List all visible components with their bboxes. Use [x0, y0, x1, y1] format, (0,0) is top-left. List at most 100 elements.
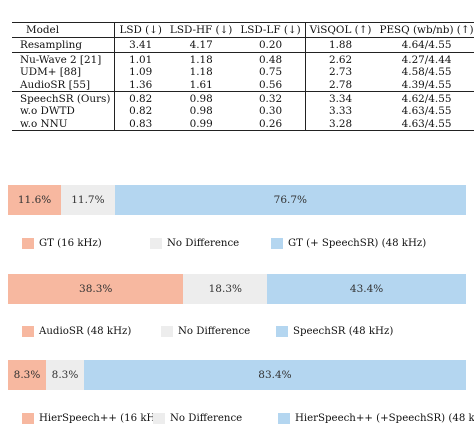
cell-lsd-lf: 0.30	[258, 105, 283, 118]
cell-lsd: 1.01	[114, 51, 166, 67]
legend-label: GT (16 kHz)	[39, 238, 102, 249]
cell-visqol: 3.33	[304, 105, 376, 118]
legend-item: HierSpeech++ (16 kHz)	[22, 413, 165, 424]
results-table: Model LSD (↓) LSD-HF (↓) LSD-LF (↓) ViSQ…	[12, 22, 474, 132]
table-row: Nu-Wave 2 [21] 1.01 1.18 0.48 2.62 4.27/4.44	[12, 51, 474, 67]
cell-model: Nu-Wave 2 [21]	[12, 51, 115, 67]
cell-lsd: 1.09	[114, 66, 166, 79]
bar-segment: 83.4%	[84, 360, 466, 390]
legend-label: HierSpeech++ (16 kHz)	[39, 413, 165, 424]
legend-swatch	[150, 238, 162, 249]
bar-segment: 8.3%	[46, 360, 84, 390]
legend-swatch	[276, 326, 288, 337]
legend-item: No Difference	[161, 326, 250, 337]
legend-swatch	[22, 238, 34, 249]
header-lsd-lf: LSD-LF (↓)	[240, 24, 301, 36]
cell-pesq: 4.27/4.44	[375, 51, 474, 67]
cell-lsd-hf: 1.18	[189, 66, 213, 79]
cell-model: UDM+ [88]	[20, 66, 82, 79]
header-lsd: LSD (↓)	[114, 22, 166, 38]
cell-pesq: 4.64/4.55	[375, 37, 474, 53]
legend-label: GT (+ SpeechSR) (48 kHz)	[288, 238, 427, 249]
cell-lsd: 0.82	[114, 91, 166, 106]
cell-lsd: 1.36	[114, 78, 166, 92]
legend-item: GT (16 kHz)	[22, 238, 102, 249]
legend-swatch	[153, 413, 165, 424]
cell-pesq: 4.58/4.55	[401, 66, 452, 79]
cell-pesq: 4.63/4.55	[375, 117, 474, 132]
cell-lsd-hf: 0.98	[189, 105, 213, 118]
legend-1: GT (16 kHz) No Difference GT (+ SpeechSR) …	[8, 238, 466, 252]
cell-lsd-lf: 0.20	[236, 37, 306, 53]
cell-lsd-hf: 1.18	[165, 51, 237, 67]
cell-visqol: 2.78	[304, 78, 376, 92]
bar-segment: 43.4%	[267, 274, 466, 304]
cell-lsd-hf: 1.61	[189, 78, 213, 91]
table-row: w.o NNU 0.83 0.99 0.26 3.28 4.63/4.55	[12, 117, 474, 132]
table-row: Resampling 3.41 4.17 0.20 1.88 4.64/4.55	[12, 37, 474, 53]
header-visqol: ViSQOL (↑)	[304, 22, 376, 38]
table-row: w.o DWTD 0.82 0.98 0.30 3.33 4.63/4.55	[12, 105, 474, 118]
bar-segment: 18.3%	[183, 274, 268, 304]
cell-visqol: 1.88	[304, 37, 376, 53]
cell-lsd-hf: 0.99	[165, 117, 237, 132]
table-row: AudioSR [55] 1.36 1.61 0.56 2.78 4.39/4.55	[12, 78, 474, 92]
legend-item: AudioSR (48 kHz)	[22, 326, 131, 337]
bar-segment: 76.7%	[114, 185, 466, 215]
stacked-bar-3: 8.3% 8.3% 83.4%	[8, 360, 466, 390]
legend-item: No Difference	[153, 413, 242, 424]
legend-2: AudioSR (48 kHz) No Difference SpeechSR (4…	[8, 326, 466, 340]
stacked-bar-1: 11.6% 11.7% 76.7%	[8, 185, 466, 215]
cell-pesq: 4.62/4.55	[375, 91, 474, 106]
legend-3: HierSpeech++ (16 kHz) No Difference HierSp…	[8, 413, 474, 427]
cell-pesq: 4.63/4.55	[401, 105, 452, 118]
cell-lsd-lf: 0.75	[258, 66, 283, 79]
legend-item: SpeechSR (48 kHz)	[276, 326, 393, 337]
cell-lsd: 0.83	[114, 117, 166, 132]
header-lsd-hf: LSD-HF (↓)	[169, 24, 233, 36]
cell-model: SpeechSR (Ours)	[12, 91, 115, 106]
cell-lsd-lf: 0.32	[236, 91, 306, 106]
cell-pesq: 4.39/4.55	[401, 78, 452, 91]
cell-lsd-lf: 0.48	[236, 51, 306, 67]
legend-label: HierSpeech++ (+SpeechSR) (48 kHz)	[295, 413, 474, 424]
cell-visqol: 3.34	[304, 91, 376, 106]
cell-model: AudioSR [55]	[20, 78, 90, 91]
legend-label: No Difference	[170, 413, 243, 424]
legend-label: No Difference	[167, 238, 240, 249]
table-header-row: Model LSD (↓) LSD-HF (↓) LSD-LF (↓) ViSQ…	[12, 22, 474, 38]
bar-segment: 11.7%	[61, 185, 115, 215]
legend-swatch	[278, 413, 290, 424]
legend-label: SpeechSR (48 kHz)	[293, 326, 394, 337]
table-row: UDM+ [88] 1.09 1.18 0.75 2.73 4.58/4.55	[12, 66, 474, 79]
cell-lsd: 3.41	[114, 37, 166, 53]
legend-item: No Difference	[150, 238, 239, 249]
cell-visqol: 2.62	[304, 51, 376, 67]
cell-visqol: 2.73	[304, 66, 376, 79]
stacked-bar-2: 38.3% 18.3% 43.4%	[8, 274, 466, 304]
legend-swatch	[271, 238, 283, 249]
table-row: SpeechSR (Ours) 0.82 0.98 0.32 3.34 4.62/4.55	[12, 91, 474, 106]
cell-model: w.o NNU	[12, 117, 115, 132]
cell-lsd-hf: 0.98	[165, 91, 237, 106]
legend-swatch	[161, 326, 173, 337]
cell-lsd-hf: 4.17	[165, 37, 237, 53]
cell-lsd-lf: 0.56	[258, 78, 283, 91]
legend-swatch	[22, 326, 34, 337]
cell-lsd-lf: 0.26	[236, 117, 306, 132]
legend-swatch	[22, 413, 34, 424]
cell-model: w.o DWTD	[20, 105, 75, 118]
header-model: Model	[26, 24, 60, 36]
legend-label: No Difference	[178, 326, 251, 337]
legend-label: AudioSR (48 kHz)	[39, 326, 132, 337]
cell-lsd: 0.82	[114, 105, 166, 118]
table-body: Resampling 3.41 4.17 0.20 1.88 4.64/4.55 Nu-Wa…	[12, 37, 474, 132]
header-pesq: PESQ (wb/nb) (↑)	[379, 24, 474, 36]
legend-item: GT (+ SpeechSR) (48 kHz)	[271, 238, 426, 249]
cell-model: Resampling	[12, 37, 115, 53]
bar-segment: 38.3%	[8, 274, 184, 304]
legend-item: HierSpeech++ (+SpeechSR) (48 kHz)	[278, 413, 474, 424]
cell-visqol: 3.28	[304, 117, 376, 132]
bar-segment: 8.3%	[8, 360, 46, 390]
bar-segment: 11.6%	[8, 185, 62, 215]
